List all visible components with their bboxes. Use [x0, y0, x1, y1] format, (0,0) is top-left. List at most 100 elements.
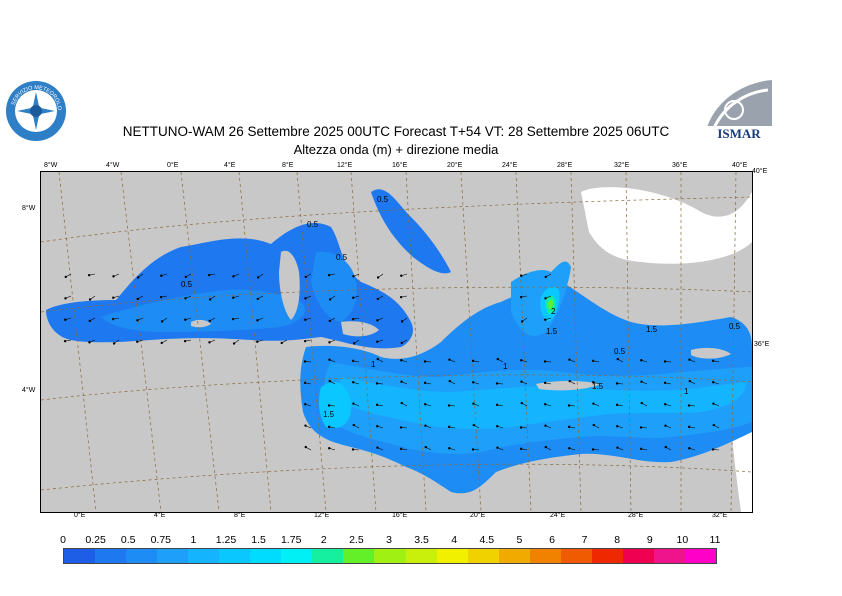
arrow-head	[664, 445, 667, 449]
arrow-head	[208, 341, 211, 344]
crete	[536, 381, 601, 391]
legend-swatch	[188, 549, 220, 563]
arrow-head	[256, 340, 259, 343]
balearic	[191, 319, 211, 328]
arrow-head	[304, 275, 307, 279]
legend-label: 2	[320, 534, 327, 546]
arrow-head	[448, 358, 451, 361]
arrow-head	[543, 381, 547, 385]
arrow-head	[112, 342, 116, 345]
arrow-head	[400, 341, 403, 345]
top-lon-label: 8°E	[282, 162, 294, 169]
legend-label: 1.75	[280, 534, 302, 546]
legend-swatch	[374, 549, 406, 563]
top-lon-label: 16°E	[392, 162, 408, 169]
arrow-head	[328, 341, 331, 344]
arrow-head	[160, 341, 163, 345]
arrow-head	[352, 381, 355, 384]
ismar-text: ISMAR	[717, 126, 761, 141]
arrow-head	[544, 424, 547, 427]
arrow-head	[208, 319, 211, 323]
arrow-head	[304, 424, 307, 427]
contour-label: 1.5	[323, 410, 335, 419]
arrow-head	[400, 320, 404, 323]
arrow-head	[639, 426, 643, 429]
arrow-head	[64, 275, 67, 279]
arrow-head	[256, 319, 259, 322]
arrow-head	[111, 317, 115, 321]
legend-label: 11	[709, 534, 721, 546]
legend-label: 8	[614, 534, 621, 546]
arrow-head	[664, 424, 667, 427]
legend-swatch	[95, 549, 127, 563]
bottom-lon-label: 20°E	[470, 512, 486, 519]
arrow-head	[160, 274, 163, 277]
arrow-head	[399, 295, 403, 299]
arrow-head	[544, 318, 547, 321]
arrow-head	[303, 339, 307, 343]
arrow-head	[520, 274, 523, 277]
arrow-head	[136, 340, 139, 343]
arrow-head	[688, 358, 691, 361]
top-lon-label: 20°E	[447, 162, 463, 169]
legend-swatch	[498, 549, 530, 563]
legend-labels: 0 0.25 0.5 0.75 1 1.25 1.5 1.75 2 2.5 3 3.5 4 4.5 5 6 7 8…	[60, 534, 720, 546]
legend-label: 9	[646, 534, 653, 546]
arrow-head	[112, 275, 115, 278]
top-lon-label: 4°E	[224, 162, 236, 169]
legend-swatch	[684, 549, 716, 563]
arrow-head	[328, 358, 331, 361]
legend-label: 10	[676, 534, 689, 546]
arrow-head	[280, 341, 283, 345]
forecast-title: NETTUNO-WAM 26 Settembre 2025 00UTC Fore…	[122, 124, 670, 139]
contour-label: 0.5	[377, 195, 389, 204]
arrow-head	[376, 446, 379, 449]
arrow-head	[472, 381, 475, 384]
arrow-head	[256, 297, 259, 301]
arrow-head	[472, 402, 475, 405]
sicily	[341, 321, 379, 337]
arrow-head	[376, 425, 379, 428]
arrow-head	[303, 381, 307, 385]
arrow-head	[183, 339, 187, 343]
contour-label: 1	[684, 387, 689, 396]
top-lon-label: 12°E	[337, 162, 353, 169]
forecast-subtitle: Altezza onda (m) + direzione media	[293, 142, 499, 157]
cyprus	[691, 347, 731, 359]
arrow-head	[88, 298, 92, 301]
arrow-head	[328, 447, 331, 450]
arrow-head	[544, 275, 547, 279]
arrow-head	[496, 357, 499, 361]
contour-labels: 0.5 0.5 0.5 0.5 0.5 0.5 1 1 1 1.5 1.5 1.5 2 1.5	[181, 195, 741, 419]
contour-label: 0.5	[307, 220, 319, 229]
contour-label: 0.5	[729, 322, 741, 331]
legend-label: 7	[581, 534, 588, 546]
contour-label: 0.5	[614, 347, 626, 356]
legend-label: 6	[549, 534, 555, 546]
arrow-head	[351, 317, 355, 321]
lat-label: 4°W	[22, 387, 36, 394]
sardinia-corsica	[279, 250, 300, 320]
arrow-head	[568, 358, 571, 361]
lat-label: 8°W	[22, 205, 36, 212]
arrow-head	[423, 360, 427, 363]
top-lon-label: 4°W	[106, 162, 120, 169]
arrow-head	[712, 381, 715, 384]
wave-direction-arrows	[63, 273, 720, 451]
legend-label: 4.5	[479, 534, 495, 546]
arrow-head	[568, 379, 571, 383]
arrow-head	[447, 425, 451, 429]
arrow-head	[88, 341, 91, 344]
contour-label: 1	[503, 362, 508, 371]
arrow-head	[232, 342, 236, 345]
arrow-head	[184, 318, 187, 321]
legend-swatch	[126, 549, 158, 563]
legend-label: 3.5	[414, 534, 429, 546]
arrow-head	[328, 319, 331, 323]
lat-label: 36°E	[754, 341, 770, 348]
legend-label: 0.25	[85, 534, 106, 546]
contour-label: 0.5	[336, 253, 348, 262]
arrow-head	[351, 448, 355, 451]
arrow-head	[376, 319, 379, 322]
arrow-head	[352, 296, 355, 299]
